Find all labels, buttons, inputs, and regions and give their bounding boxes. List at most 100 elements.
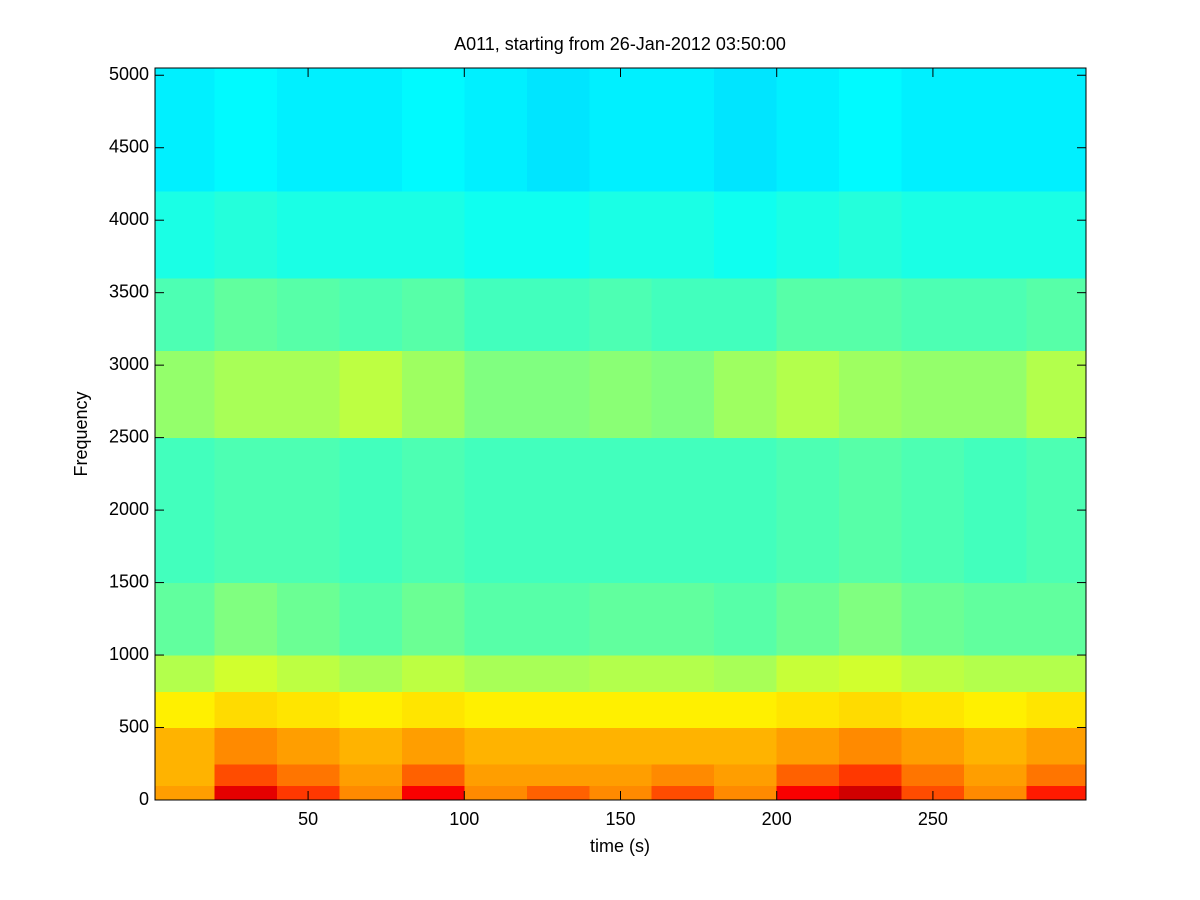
- spectrogram-cell: [964, 191, 1028, 279]
- spectrogram-cell: [214, 785, 278, 801]
- spectrogram-cell: [155, 691, 215, 729]
- spectrogram-cell: [776, 278, 840, 352]
- spectrogram-cell: [214, 763, 278, 787]
- spectrogram-cell: [589, 582, 653, 656]
- spectrogram-cell: [964, 727, 1028, 765]
- spectrogram-cell: [964, 350, 1028, 439]
- spectrogram-cell: [776, 191, 840, 279]
- spectrogram-cell: [276, 655, 340, 692]
- spectrogram-cell: [839, 68, 903, 192]
- y-tick-label: 1000: [109, 644, 149, 664]
- x-tick-label: 150: [605, 809, 635, 829]
- spectrogram-cell: [839, 655, 903, 692]
- spectrogram-cell: [401, 655, 465, 692]
- y-tick-label: 0: [139, 789, 149, 809]
- spectrogram-cell: [901, 582, 965, 656]
- spectrogram-cell: [964, 582, 1028, 656]
- spectrogram-cell: [276, 278, 340, 352]
- spectrogram-cell: [714, 785, 778, 801]
- x-tick-label: 100: [449, 809, 479, 829]
- spectrogram-cell: [155, 785, 215, 801]
- spectrogram-cell: [401, 691, 465, 729]
- spectrogram-cell: [901, 655, 965, 692]
- spectrogram-cell: [1026, 68, 1087, 192]
- y-tick-label: 3000: [109, 354, 149, 374]
- spectrogram-cell: [1026, 191, 1087, 279]
- spectrogram-cell: [526, 437, 590, 584]
- spectrogram-cell: [651, 191, 715, 279]
- y-tick-label: 4000: [109, 209, 149, 229]
- spectrogram-cell: [589, 350, 653, 439]
- spectrogram-cell: [214, 655, 278, 692]
- y-tick-label: 2000: [109, 499, 149, 519]
- spectrogram-cell: [839, 278, 903, 352]
- spectrogram-cell: [776, 785, 840, 801]
- spectrogram-cell: [1026, 582, 1087, 656]
- spectrogram-cell: [401, 785, 465, 801]
- spectrogram-cell: [464, 655, 528, 692]
- spectrogram-cell: [839, 785, 903, 801]
- spectrogram-cell: [526, 727, 590, 765]
- spectrogram-cell: [651, 437, 715, 584]
- spectrogram-cell: [964, 437, 1028, 584]
- spectrogram-cell: [839, 191, 903, 279]
- spectrogram-cell: [401, 278, 465, 352]
- spectrogram-cell: [526, 785, 590, 801]
- y-tick-label: 4500: [109, 136, 149, 156]
- spectrogram-cell: [339, 785, 403, 801]
- spectrogram-cell: [214, 727, 278, 765]
- spectrogram-cell: [464, 727, 528, 765]
- x-tick-label: 50: [298, 809, 318, 829]
- spectrogram-cell: [339, 278, 403, 352]
- spectrogram-cell: [1026, 350, 1087, 439]
- spectrogram-cell: [464, 350, 528, 439]
- spectrogram-cell: [589, 655, 653, 692]
- spectrogram-cell: [651, 582, 715, 656]
- spectrogram-cell: [714, 350, 778, 439]
- spectrogram-cell: [214, 191, 278, 279]
- spectrogram-cell: [401, 582, 465, 656]
- spectrogram-cells: [155, 68, 1087, 801]
- spectrogram-cell: [714, 655, 778, 692]
- spectrogram-cell: [901, 350, 965, 439]
- spectrogram-cell: [714, 727, 778, 765]
- spectrogram-cell: [901, 437, 965, 584]
- spectrogram-cell: [339, 582, 403, 656]
- spectrogram-cell: [276, 191, 340, 279]
- spectrogram-cell: [839, 763, 903, 787]
- spectrogram-cell: [276, 582, 340, 656]
- y-tick-label: 500: [119, 716, 149, 736]
- spectrogram-cell: [589, 691, 653, 729]
- spectrogram-cell: [1026, 655, 1087, 692]
- spectrogram-cell: [464, 763, 528, 787]
- spectrogram-cell: [714, 437, 778, 584]
- x-tick-label: 250: [918, 809, 948, 829]
- spectrogram-cell: [155, 727, 215, 765]
- spectrogram-cell: [339, 68, 403, 192]
- spectrogram-cell: [776, 68, 840, 192]
- spectrogram-cell: [589, 763, 653, 787]
- spectrogram-cell: [651, 350, 715, 439]
- spectrogram-cell: [401, 68, 465, 192]
- y-tick-label: 5000: [109, 64, 149, 84]
- spectrogram-cell: [964, 691, 1028, 729]
- spectrogram-cell: [401, 191, 465, 279]
- spectrogram-cell: [155, 278, 215, 352]
- spectrogram-cell: [589, 278, 653, 352]
- spectrogram-cell: [589, 191, 653, 279]
- spectrogram-cell: [589, 727, 653, 765]
- spectrogram-cell: [776, 582, 840, 656]
- spectrogram-cell: [651, 763, 715, 787]
- spectrogram-cell: [339, 437, 403, 584]
- y-tick-label: 3500: [109, 281, 149, 301]
- spectrogram-cell: [464, 785, 528, 801]
- spectrogram-cell: [901, 727, 965, 765]
- spectrogram-cell: [276, 437, 340, 584]
- spectrogram-cell: [276, 763, 340, 787]
- spectrogram-cell: [464, 582, 528, 656]
- spectrogram-cell: [339, 727, 403, 765]
- spectrogram-cell: [155, 191, 215, 279]
- spectrogram-cell: [526, 350, 590, 439]
- spectrogram-cell: [901, 691, 965, 729]
